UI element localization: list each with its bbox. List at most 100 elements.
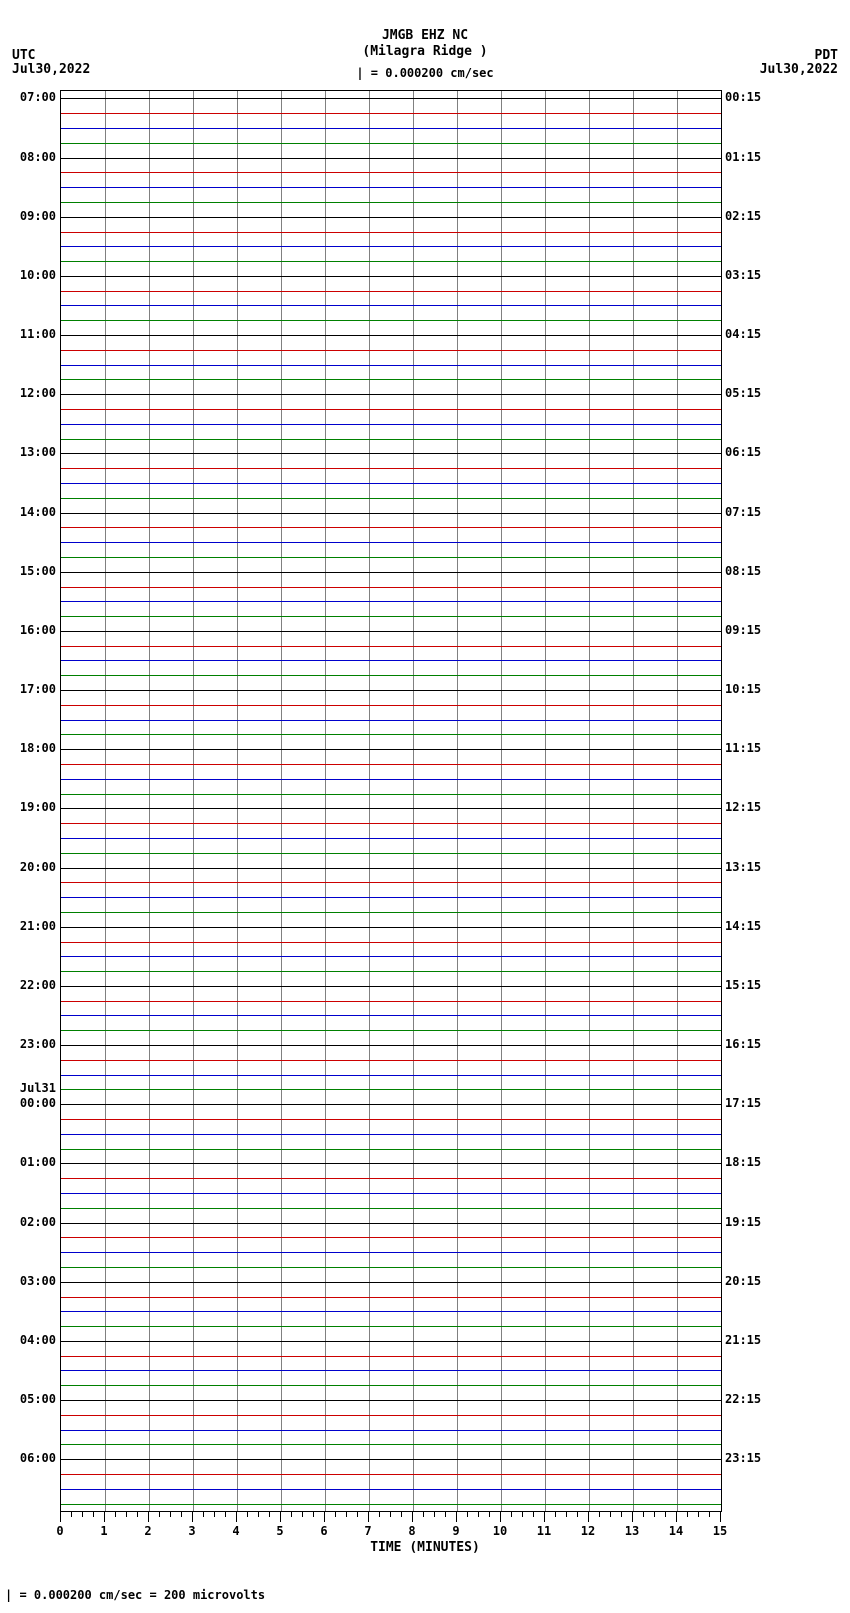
pdt-time-label: 08:15 (725, 564, 761, 578)
trace-line (61, 616, 721, 617)
x-tick-minor (577, 1512, 578, 1517)
x-tick-major (676, 1512, 677, 1522)
x-tick-label: 4 (232, 1524, 239, 1538)
utc-time-label: 06:00 (4, 1451, 56, 1465)
x-tick-minor (115, 1512, 116, 1517)
x-tick-label: 2 (144, 1524, 151, 1538)
trace-line (61, 986, 721, 987)
utc-time-label: 17:00 (4, 682, 56, 696)
trace-line (61, 246, 721, 247)
x-tick-minor (82, 1512, 83, 1517)
utc-time-label: 23:00 (4, 1037, 56, 1051)
trace-line (61, 1430, 721, 1431)
pdt-time-label: 07:15 (725, 505, 761, 519)
trace-line (61, 1459, 721, 1460)
date-right: Jul30,2022 (760, 62, 838, 77)
utc-time-label: 15:00 (4, 564, 56, 578)
trace-line (61, 912, 721, 913)
trace-line (61, 468, 721, 469)
x-tick-minor (522, 1512, 523, 1517)
pdt-time-label: 10:15 (725, 682, 761, 696)
trace-line (61, 1134, 721, 1135)
x-tick-minor (401, 1512, 402, 1517)
x-tick-label: 3 (188, 1524, 195, 1538)
pdt-time-label: 02:15 (725, 209, 761, 223)
trace-line (61, 734, 721, 735)
trace-line (61, 1341, 721, 1342)
utc-time-label: 18:00 (4, 741, 56, 755)
pdt-time-label: 20:15 (725, 1274, 761, 1288)
date-left: Jul30,2022 (12, 62, 90, 77)
x-tick-minor (170, 1512, 171, 1517)
grid-vertical (501, 91, 502, 1511)
x-tick-label: 14 (669, 1524, 683, 1538)
x-tick-minor (643, 1512, 644, 1517)
station-location: (Milagra Ridge ) (0, 44, 850, 59)
pdt-time-label: 21:15 (725, 1333, 761, 1347)
pdt-time-label: 19:15 (725, 1215, 761, 1229)
trace-line (61, 202, 721, 203)
x-tick-minor (313, 1512, 314, 1517)
pdt-time-label: 14:15 (725, 919, 761, 933)
trace-line (61, 1282, 721, 1283)
trace-line (61, 172, 721, 173)
utc-time-label: 01:00 (4, 1155, 56, 1169)
x-tick-major (192, 1512, 193, 1522)
trace-line (61, 365, 721, 366)
x-tick-minor (555, 1512, 556, 1517)
trace-line (61, 749, 721, 750)
pdt-time-label: 23:15 (725, 1451, 761, 1465)
trace-line (61, 1015, 721, 1016)
utc-time-label: 22:00 (4, 978, 56, 992)
x-axis-ticks: 0123456789101112131415 (60, 1512, 720, 1542)
x-tick-minor (478, 1512, 479, 1517)
trace-line (61, 823, 721, 824)
x-tick-minor (357, 1512, 358, 1517)
trace-line (61, 660, 721, 661)
utc-time-label: 04:00 (4, 1333, 56, 1347)
trace-line (61, 1208, 721, 1209)
trace-line (61, 690, 721, 691)
x-tick-minor (599, 1512, 600, 1517)
trace-line (61, 853, 721, 854)
utc-time-label: 00:00 (4, 1096, 56, 1110)
grid-vertical (633, 91, 634, 1511)
trace-line (61, 1163, 721, 1164)
utc-time-label: 21:00 (4, 919, 56, 933)
x-tick-minor (258, 1512, 259, 1517)
trace-line (61, 927, 721, 928)
trace-line (61, 379, 721, 380)
trace-line (61, 187, 721, 188)
x-tick-minor (247, 1512, 248, 1517)
trace-line (61, 1178, 721, 1179)
x-tick-minor (390, 1512, 391, 1517)
trace-line (61, 956, 721, 957)
trace-line (61, 232, 721, 233)
trace-line (61, 542, 721, 543)
pdt-time-label: 18:15 (725, 1155, 761, 1169)
x-tick-major (324, 1512, 325, 1522)
utc-time-label: 20:00 (4, 860, 56, 874)
trace-line (61, 1119, 721, 1120)
pdt-time-label: 13:15 (725, 860, 761, 874)
x-tick-major (104, 1512, 105, 1522)
trace-line (61, 1474, 721, 1475)
trace-line (61, 942, 721, 943)
x-tick-minor (225, 1512, 226, 1517)
x-tick-major (456, 1512, 457, 1522)
trace-line (61, 838, 721, 839)
x-tick-minor (335, 1512, 336, 1517)
trace-line (61, 1297, 721, 1298)
trace-line (61, 601, 721, 602)
pdt-time-label: 17:15 (725, 1096, 761, 1110)
x-tick-label: 0 (56, 1524, 63, 1538)
x-tick-minor (566, 1512, 567, 1517)
utc-time-label: 08:00 (4, 150, 56, 164)
utc-time-label: 07:00 (4, 90, 56, 104)
pdt-time-label: 03:15 (725, 268, 761, 282)
utc-time-label: 05:00 (4, 1392, 56, 1406)
grid-vertical (545, 91, 546, 1511)
pdt-time-label: 15:15 (725, 978, 761, 992)
x-tick-major (148, 1512, 149, 1522)
pdt-time-label: 04:15 (725, 327, 761, 341)
